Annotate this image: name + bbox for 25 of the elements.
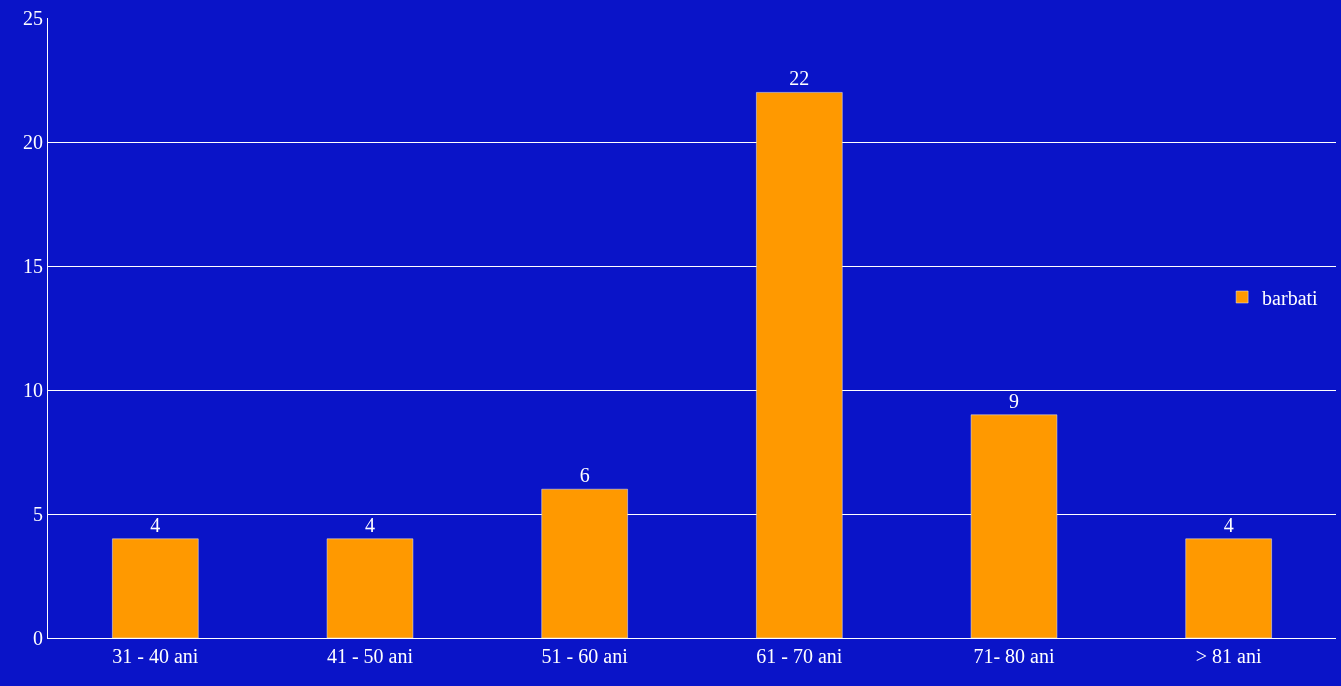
bar <box>541 488 628 638</box>
y-tick-label: 10 <box>23 379 43 401</box>
y-tick-label: 15 <box>23 255 43 277</box>
x-tick-label: 51 - 60 ani <box>541 645 629 667</box>
bar <box>970 414 1058 638</box>
data-label: 22 <box>789 67 810 90</box>
data-label: 4 <box>1223 513 1234 536</box>
y-tick-label: 0 <box>33 627 43 649</box>
bar <box>112 538 199 638</box>
y-tick-label: 5 <box>33 503 43 525</box>
bar <box>1185 538 1272 638</box>
x-tick-label: 71- 80 ani <box>973 645 1055 667</box>
data-label: 4 <box>365 513 375 536</box>
data-label: 9 <box>1009 389 1019 412</box>
y-tick-label: 25 <box>23 7 43 29</box>
data-label: 6 <box>579 464 590 487</box>
bar <box>326 538 414 638</box>
bar <box>756 92 843 638</box>
x-tick-label: > 81 ani <box>1195 645 1262 667</box>
x-tick-label: 41 - 50 ani <box>326 645 414 667</box>
legend-label: barbati <box>1262 286 1319 309</box>
x-tick-label: 31 - 40 ani <box>112 645 199 667</box>
data-label: 4 <box>150 513 161 536</box>
y-tick-label: 20 <box>23 131 43 153</box>
x-tick-label: 61 - 70 ani <box>756 645 843 667</box>
